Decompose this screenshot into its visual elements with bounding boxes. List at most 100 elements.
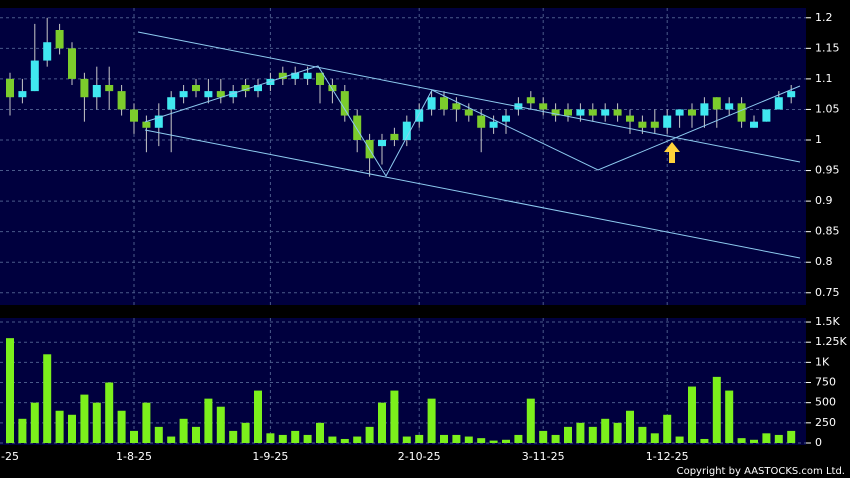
candle-body — [353, 115, 362, 140]
volume-bar — [489, 440, 498, 443]
volume-bar — [588, 426, 597, 443]
x-tick-label: 2-10-25 — [398, 450, 441, 463]
candle-body — [154, 115, 163, 128]
candle-body — [675, 109, 684, 116]
volume-bar — [154, 426, 163, 443]
volume-bar — [415, 434, 424, 443]
candle-body — [737, 103, 746, 122]
volume-bar — [725, 390, 734, 443]
candle-body — [390, 133, 399, 140]
y-tick-label: 0.75 — [815, 286, 840, 299]
candle-body — [489, 121, 498, 128]
volume-bar — [675, 436, 684, 443]
candle-body — [464, 109, 473, 116]
candle-body — [774, 97, 783, 110]
candle-body — [688, 109, 696, 116]
volume-bar — [365, 426, 374, 443]
volume-bar — [650, 433, 659, 443]
volume-bar — [427, 398, 436, 443]
candle-body — [601, 109, 610, 116]
candle-body — [18, 91, 27, 98]
volume-bar — [328, 436, 337, 443]
candle-body — [526, 97, 535, 104]
volume-bar — [55, 410, 64, 443]
volume-bar — [774, 434, 783, 443]
volume-bar — [638, 426, 647, 443]
candle-body — [43, 42, 52, 61]
candle-body — [303, 72, 312, 79]
candle-body — [787, 91, 796, 98]
volume-bar — [452, 434, 461, 443]
arrow — [664, 142, 680, 163]
candle-body — [613, 109, 622, 116]
volume-bar — [551, 434, 560, 443]
candle-body — [576, 109, 585, 116]
y-tick-label: 1.1 — [815, 72, 833, 85]
candle-body — [167, 97, 176, 110]
candle-body — [725, 103, 734, 110]
candle-body — [551, 109, 560, 116]
candle-body — [564, 109, 572, 116]
candle-body — [750, 121, 758, 128]
candle-body — [402, 121, 411, 140]
candle-body — [229, 91, 238, 98]
volume-bar — [564, 426, 572, 443]
volume-bar — [80, 394, 89, 443]
volume-bar — [105, 382, 114, 443]
x-tick-label: 1-8-25 — [116, 450, 152, 463]
volume-bar — [30, 402, 39, 443]
candle-body — [105, 85, 114, 92]
volume-bar — [192, 426, 200, 443]
candle-body — [700, 103, 709, 116]
volume-bar — [378, 402, 386, 443]
candle-body — [216, 91, 225, 98]
candle-body — [650, 121, 659, 128]
candle-body — [762, 109, 771, 122]
volume-bar — [700, 438, 709, 443]
volume-bar — [167, 436, 176, 443]
candle-body — [241, 85, 250, 92]
y-tick-label: 0.8 — [815, 255, 833, 268]
volume-bar — [204, 398, 213, 443]
volume-bar — [688, 386, 696, 443]
y-tick-label: 250 — [815, 416, 836, 429]
y-tick-label: 0 — [815, 436, 822, 449]
y-tick-label: 0.85 — [815, 225, 840, 238]
volume-bar — [762, 433, 771, 443]
volume-bar — [303, 434, 312, 443]
volume-bar — [514, 434, 523, 443]
volume-bar — [216, 406, 225, 443]
y-tick-label: 1 — [815, 133, 822, 146]
candle-body — [266, 78, 275, 85]
candle-body — [254, 85, 262, 92]
candle-body — [663, 115, 672, 128]
volume-bar — [130, 430, 138, 443]
y-tick-label: 1.5K — [815, 315, 840, 328]
y-tick-label: 500 — [815, 396, 836, 409]
volume-bar — [390, 390, 399, 443]
candle-body — [440, 97, 448, 110]
candle-body — [626, 115, 634, 122]
candle-body — [192, 85, 200, 92]
volume-bar — [92, 402, 101, 443]
volume-bar — [750, 439, 758, 443]
candle-body — [30, 60, 39, 92]
volume-bar — [68, 414, 76, 443]
y-tick-label: 1.05 — [815, 102, 840, 115]
candle-body — [415, 109, 424, 122]
volume-bar — [787, 430, 796, 443]
y-tick-label: 750 — [815, 376, 836, 389]
volume-bar — [340, 438, 349, 443]
candle-body — [477, 115, 486, 128]
candle-body — [68, 48, 76, 79]
candle-body — [92, 85, 101, 98]
y-tick-label: 1.2 — [815, 11, 833, 24]
candle-body — [130, 109, 138, 122]
x-tick-label: -25 — [1, 450, 19, 463]
volume-bar — [179, 418, 188, 443]
y-tick-label: 1K — [815, 355, 830, 368]
y-tick-label: 0.9 — [815, 194, 833, 207]
volume-bar — [18, 418, 27, 443]
candle-body — [6, 78, 14, 98]
